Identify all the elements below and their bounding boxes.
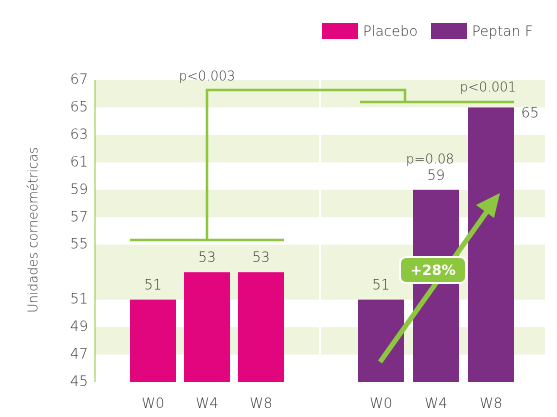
legend: Placebo Peptan F bbox=[322, 23, 533, 40]
y-tick-label: 57 bbox=[70, 209, 88, 225]
y-tick-label: 51 bbox=[70, 292, 88, 308]
value-label: 51 bbox=[372, 278, 390, 294]
y-tick-label: 59 bbox=[70, 182, 88, 198]
legend-swatch bbox=[322, 23, 358, 39]
x-tick-label: W8 bbox=[250, 396, 273, 412]
y-tick-label: 45 bbox=[70, 374, 88, 390]
annotation: +28% bbox=[410, 263, 455, 279]
badge bbox=[399, 256, 467, 284]
y-axis-label: Unidades corneométricas bbox=[27, 147, 42, 313]
legend-label: Placebo bbox=[363, 24, 418, 40]
bar bbox=[184, 272, 230, 382]
bar bbox=[130, 299, 176, 382]
bar bbox=[468, 107, 514, 383]
annotation: p=0.08 bbox=[406, 153, 454, 168]
y-tick-label: 63 bbox=[70, 127, 88, 143]
x-tick-label: W0 bbox=[370, 396, 393, 412]
value-label: 53 bbox=[198, 250, 216, 266]
y-tick-label: 55 bbox=[70, 237, 88, 253]
value-label: 51 bbox=[144, 278, 162, 294]
brackets bbox=[130, 88, 514, 242]
bracket bbox=[205, 88, 407, 240]
y-tick-label: 67 bbox=[70, 72, 88, 88]
x-tick-label: W0 bbox=[142, 396, 165, 412]
arrow bbox=[377, 208, 491, 364]
arrow-head bbox=[476, 193, 500, 218]
value-label: 53 bbox=[252, 250, 270, 266]
y-tick-label: 47 bbox=[70, 347, 88, 363]
x-tick-label: W4 bbox=[425, 396, 448, 412]
value-label: 65 bbox=[521, 105, 539, 121]
annotation: p<0.003 bbox=[179, 70, 235, 85]
bar bbox=[238, 272, 284, 382]
legend-swatch bbox=[431, 23, 467, 39]
x-tick-label: W4 bbox=[196, 396, 219, 412]
y-tick-label: 61 bbox=[70, 154, 88, 170]
y-tick-label: 49 bbox=[70, 319, 88, 335]
annotation: p<0.001 bbox=[460, 81, 516, 96]
y-tick-label: 65 bbox=[70, 99, 88, 115]
legend-label: Peptan F bbox=[472, 24, 533, 40]
x-tick-label: W8 bbox=[480, 396, 503, 412]
value-label: 59 bbox=[427, 168, 445, 184]
